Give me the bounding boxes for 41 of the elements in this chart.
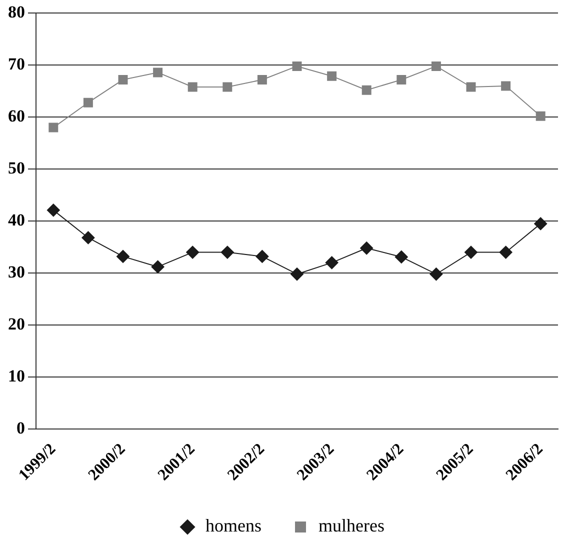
- point: [396, 74, 406, 84]
- point: [48, 122, 58, 132]
- point: [536, 111, 546, 121]
- legend-label: mulheres: [318, 516, 384, 536]
- point: [327, 71, 337, 81]
- point: [534, 217, 548, 230]
- point: [153, 68, 163, 78]
- y-tick-label: 40: [8, 210, 25, 230]
- point: [362, 85, 372, 95]
- point: [222, 82, 232, 92]
- legend-label: homens: [206, 516, 262, 536]
- point: [46, 204, 60, 217]
- y-tick-label: 0: [16, 418, 25, 438]
- y-tick-label: 80: [8, 2, 25, 22]
- y-tick-label: 20: [8, 314, 25, 334]
- point: [499, 246, 512, 259]
- y-tick-label: 50: [8, 158, 25, 178]
- point: [118, 74, 128, 84]
- y-tick-label: 60: [8, 106, 25, 126]
- point: [188, 82, 198, 92]
- point: [466, 82, 476, 92]
- y-tick-label: 10: [8, 366, 25, 386]
- point: [151, 260, 164, 274]
- point: [83, 98, 93, 108]
- point: [394, 250, 408, 264]
- point: [290, 268, 304, 281]
- point: [220, 246, 234, 259]
- point: [116, 250, 130, 263]
- point: [325, 256, 338, 270]
- point: [431, 61, 441, 71]
- point: [292, 61, 302, 71]
- point: [257, 74, 267, 84]
- point: [186, 246, 200, 259]
- point: [256, 250, 269, 263]
- point: [464, 246, 478, 259]
- y-tick-label: 30: [8, 262, 25, 282]
- point: [360, 242, 374, 255]
- point: [82, 231, 95, 244]
- y-tick-label: 70: [8, 54, 25, 74]
- point: [501, 81, 511, 91]
- point: [430, 268, 443, 281]
